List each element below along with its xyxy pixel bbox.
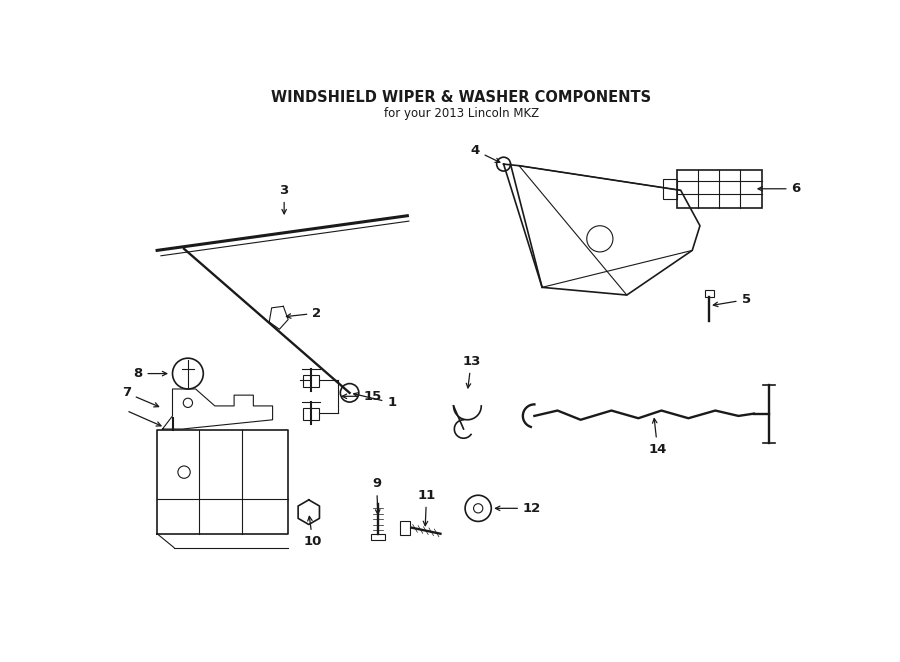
Text: 6: 6: [758, 182, 801, 195]
Text: 11: 11: [418, 489, 436, 526]
Text: 5: 5: [714, 293, 751, 307]
Text: 15: 15: [342, 390, 382, 402]
Text: 9: 9: [372, 477, 381, 514]
Text: WINDSHIELD WIPER & WASHER COMPONENTS: WINDSHIELD WIPER & WASHER COMPONENTS: [271, 91, 652, 105]
Text: 10: 10: [303, 516, 322, 548]
Text: 4: 4: [471, 144, 500, 162]
Text: 2: 2: [286, 307, 321, 320]
Text: 3: 3: [280, 184, 289, 214]
Text: 1: 1: [354, 393, 397, 409]
Text: 13: 13: [462, 355, 481, 388]
Text: 12: 12: [496, 502, 541, 515]
Text: for your 2013 Lincoln MKZ: for your 2013 Lincoln MKZ: [383, 107, 539, 120]
Text: 7: 7: [122, 387, 158, 407]
Text: 8: 8: [133, 367, 166, 380]
Text: 14: 14: [648, 418, 667, 455]
